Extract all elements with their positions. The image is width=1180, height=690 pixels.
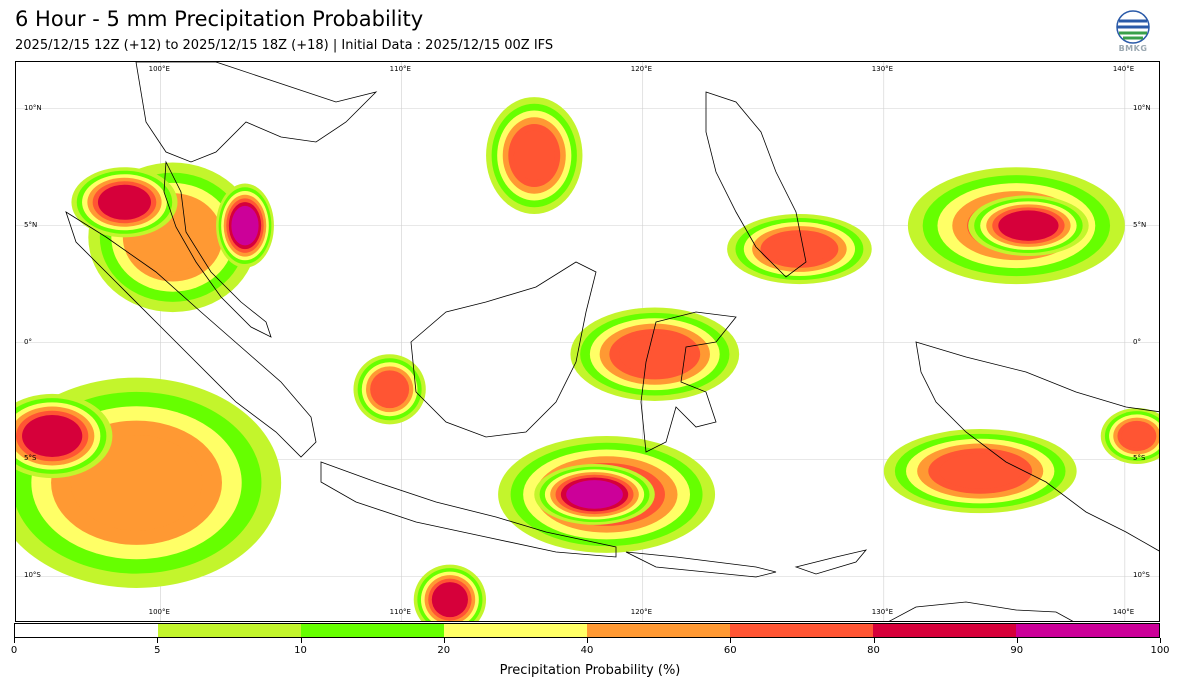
lon-label-top: 120°E <box>630 65 653 73</box>
coastline-sumatra <box>65 211 317 458</box>
lon-label-bottom: 100°E <box>148 608 170 616</box>
colorbar-tick-label: 5 <box>154 645 161 656</box>
coastline-malay-peninsula <box>163 160 272 338</box>
precip-contour <box>70 434 203 531</box>
coastline-lesser-sunda <box>625 551 777 578</box>
colorbar-swatch <box>873 624 1017 637</box>
lon-label-top: 100°E <box>148 65 170 73</box>
lon-label-bottom: 140°E <box>1112 608 1135 616</box>
colorbar-tick <box>14 638 15 643</box>
coastline-new-guinea <box>915 341 1159 552</box>
precip-contour <box>103 188 146 217</box>
precip-contour <box>435 585 465 614</box>
coastlines <box>65 62 1159 621</box>
colorbar-tick-label: 10 <box>294 645 307 656</box>
lat-label-left: 5°S <box>24 454 37 463</box>
map-canvas <box>16 62 1159 621</box>
lon-label-bottom: 130°E <box>871 608 894 616</box>
precipitation-map: 100°E 100°E 110°E 110°E 120°E 120°E 130°E 130°E… <box>15 61 1160 622</box>
coastline-timor <box>794 549 868 575</box>
colorbar-tick <box>443 638 445 643</box>
colorbar-tick-label: 90 <box>1010 645 1024 656</box>
colorbar-tick-label: 20 <box>437 645 451 656</box>
precipitation-fields <box>16 97 1159 621</box>
lat-label-left: 10°S <box>24 571 41 580</box>
colorbar-swatch <box>158 624 302 637</box>
colorbar-tick <box>587 638 588 643</box>
lat-label-right: 0° <box>1133 337 1141 346</box>
colorbar-swatch <box>587 624 731 637</box>
colorbar-label: Precipitation Probability (%) <box>499 663 681 678</box>
precip-contour <box>939 453 1022 489</box>
colorbar-tick-label: 60 <box>723 645 737 656</box>
colorbar-swatch <box>15 624 159 637</box>
colorbar-tick <box>730 638 732 643</box>
lat-label-left: 10°N <box>24 103 42 112</box>
lon-label-bottom: 110°E <box>389 608 411 616</box>
precip-contour <box>1004 213 1053 238</box>
lat-label-right: 10°N <box>1133 103 1151 112</box>
lon-label-top: 110°E <box>389 65 411 73</box>
lat-label-right: 5°S <box>1133 454 1146 463</box>
logo-text: BMKG <box>1118 44 1148 53</box>
lat-label-right: 10°S <box>1133 571 1150 580</box>
map-subtitle: 2025/12/15 12Z (+12) to 2025/12/15 18Z (… <box>15 38 554 53</box>
lat-label-right: 5°N <box>1133 220 1147 229</box>
colorbar-swatches <box>15 624 1159 637</box>
precip-contour <box>374 374 405 405</box>
colorbar-tick-label: 0 <box>10 645 18 656</box>
colorbar-swatch <box>730 624 874 637</box>
map-title: 6 Hour - 5 mm Precipitation Probability <box>15 7 424 31</box>
precip-contour <box>1121 424 1153 448</box>
colorbar-swatch <box>1016 624 1159 637</box>
lat-label-left: 5°N <box>24 220 38 229</box>
precip-contour <box>619 334 691 374</box>
colorbar-swatch <box>301 624 445 637</box>
colorbar-tick <box>1016 638 1018 643</box>
precip-contour <box>513 130 555 181</box>
colorbar <box>14 623 1160 638</box>
colorbar-tick <box>1160 638 1161 643</box>
coastline-borneo <box>410 261 597 438</box>
colorbar-tick <box>300 638 302 643</box>
coastline-philippines <box>705 91 807 278</box>
lon-label-bottom: 120°E <box>630 608 653 616</box>
bmkg-logo-icon <box>1112 9 1154 57</box>
lat-label-left: 0° <box>24 337 32 346</box>
precip-contour <box>233 209 257 242</box>
coastline-australia <box>888 601 1074 621</box>
precip-contour <box>28 419 77 453</box>
coastline-sulawesi <box>640 311 737 453</box>
colorbar-tick <box>873 638 875 643</box>
colorbar-swatch <box>444 624 588 637</box>
lon-label-top: 130°E <box>871 65 894 73</box>
colorbar-tick <box>157 638 159 643</box>
lon-label-top: 140°E <box>1112 65 1135 73</box>
colorbar-tick-label: 40 <box>580 645 594 656</box>
precip-contour <box>768 234 831 264</box>
colorbar-tick-label: 100 <box>1150 645 1170 656</box>
precip-contour <box>571 482 618 507</box>
colorbar-tick-label: 80 <box>867 645 880 656</box>
coastline-java <box>320 461 617 558</box>
coastline-indochina <box>135 62 378 163</box>
